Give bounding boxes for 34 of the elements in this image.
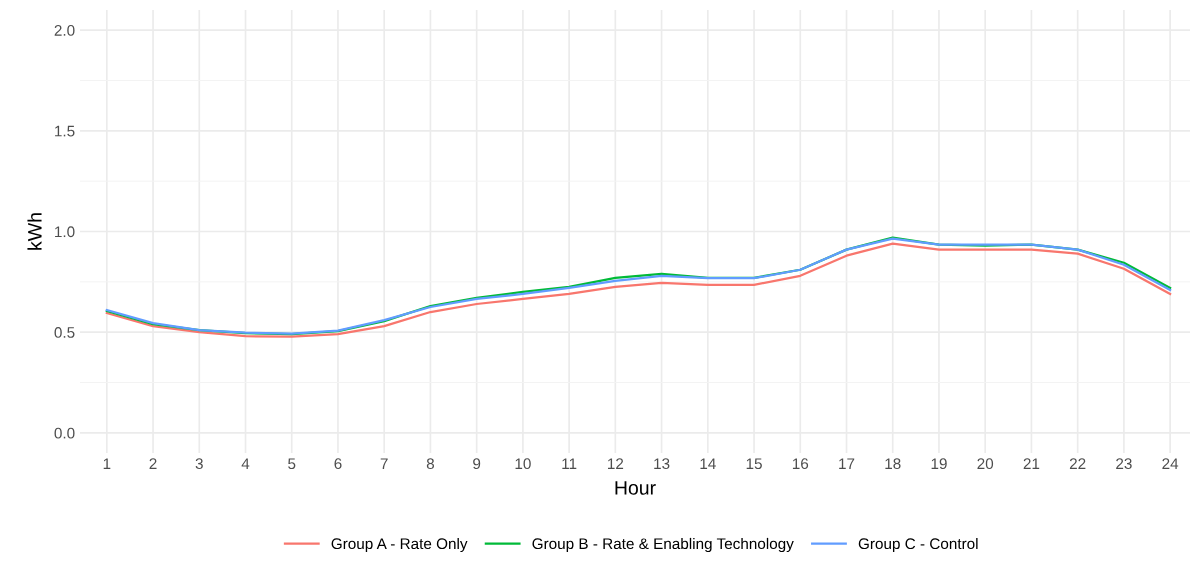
x-tick-label: 3 [195, 458, 203, 470]
y-tick-label: 2.0 [54, 25, 75, 36]
x-tick-label: 21 [1023, 458, 1040, 469]
x-tick-label: 23 [1116, 458, 1132, 470]
x-tick-label: 22 [1069, 458, 1086, 469]
y-tick-label: 0.0 [54, 427, 75, 439]
x-tick-label: 10 [515, 458, 531, 470]
x-tick-label: 13 [654, 458, 670, 470]
x-tick-label: 9 [473, 458, 481, 470]
x-tick-label: 5 [288, 458, 296, 470]
x-tick-label: 4 [241, 458, 250, 469]
y-axis-title: kWh [27, 213, 42, 250]
y-tick-label: 1.5 [55, 125, 75, 137]
x-tick-label: 16 [792, 458, 809, 470]
x-axis-title: Hour [615, 481, 656, 495]
x-tick-label: 14 [700, 458, 716, 469]
x-tick-label: 24 [1162, 458, 1179, 469]
x-tick-label: 7 [380, 458, 388, 469]
y-tick-label: 1.0 [55, 226, 75, 238]
x-tick-label: 6 [334, 458, 342, 470]
x-tick-label: 17 [839, 458, 855, 469]
x-tick-label: 20 [977, 458, 994, 470]
legend-label: Group A - Rate Only [331, 537, 468, 553]
x-tick-label: 2 [149, 458, 157, 469]
legend-label: Group B - Rate & Enabling Technology [532, 537, 794, 553]
x-tick-label: 1 [103, 458, 111, 469]
x-tick-label: 11 [562, 458, 577, 469]
legend-label: Group C - Control [858, 537, 978, 553]
x-tick-label: 18 [885, 458, 901, 470]
x-tick-label: 8 [426, 458, 435, 470]
y-tick-label: 0.5 [54, 327, 75, 338]
x-tick-label: 15 [746, 458, 762, 470]
x-tick-label: 12 [608, 458, 624, 469]
x-tick-label: 19 [931, 458, 947, 470]
